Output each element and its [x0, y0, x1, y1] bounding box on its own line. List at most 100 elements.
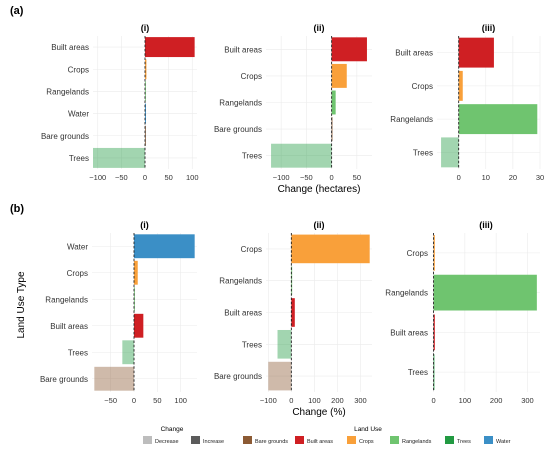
category-label: Crops: [241, 245, 262, 254]
bar-water: [134, 234, 195, 259]
x-tick-label: 300: [521, 396, 534, 405]
category-label: Built areas: [395, 49, 433, 58]
x-tick-label: 50: [164, 173, 172, 182]
legend-label: Built areas: [307, 439, 333, 445]
legend-label: Trees: [457, 439, 471, 445]
x-tick-label: 300: [354, 396, 367, 405]
category-label: Crops: [67, 269, 88, 278]
legend-title-change: Change: [161, 426, 184, 433]
bar-trees: [271, 143, 332, 168]
panel-title: (ii): [314, 220, 325, 230]
bar-crops: [433, 234, 435, 271]
row-a-label: (a): [10, 5, 24, 17]
x-tick-label: −100: [260, 396, 277, 405]
bar-trees: [441, 137, 459, 168]
legend-label: Water: [496, 439, 511, 445]
bar-built-areas: [134, 313, 144, 338]
chart-panel-5: Crops Rangelands Built areas Trees Bare grou…: [214, 220, 372, 418]
x-tick-label: 50: [153, 396, 161, 405]
y-axis-title: Land Use Type: [16, 271, 27, 339]
legend-label: Bare grounds: [255, 439, 288, 445]
chart-panel-3: Built areas Crops Rangelands Trees 0 10 20 30 (i…: [390, 23, 544, 182]
x-tick-label: 100: [308, 396, 321, 405]
bar-rangelands: [433, 274, 537, 311]
legend-swatch: [191, 436, 200, 444]
legend-label: Decrease: [155, 439, 179, 445]
bar-trees: [93, 147, 145, 168]
category-label: Bare grounds: [41, 132, 89, 141]
row-b-label: (b): [10, 203, 24, 215]
bar-crops: [291, 234, 370, 264]
legend: Change Land Use Decrease Increase Bare groun…: [143, 426, 511, 445]
category-label: Rangelands: [45, 295, 88, 304]
category-label: Rangelands: [219, 277, 262, 286]
bar-crops: [458, 70, 463, 101]
panel-title: (i): [140, 220, 149, 230]
bar-crops: [331, 63, 347, 88]
legend-label: Rangelands: [402, 439, 432, 445]
bar-built-areas: [145, 37, 195, 58]
category-label: Trees: [408, 368, 428, 377]
charts-group: Built areas Crops Rangelands Water Bare grou…: [40, 23, 544, 418]
bar-built-areas: [433, 314, 435, 351]
panel-title: (i): [141, 23, 150, 33]
x-tick-label: 50: [353, 173, 361, 182]
category-label: Crops: [241, 72, 262, 81]
legend-swatch: [445, 436, 454, 444]
category-label: Trees: [68, 348, 88, 357]
x-tick-label: 100: [186, 173, 199, 182]
category-label: Built areas: [51, 43, 89, 52]
category-label: Bare grounds: [40, 375, 88, 384]
panel-title: (iii): [482, 23, 496, 33]
x-tick-label: 0: [132, 396, 136, 405]
legend-swatch: [347, 436, 356, 444]
chart-panel-6: Crops Rangelands Built areas Trees 0 100 200 30…: [385, 220, 540, 405]
x-tick-label: 100: [174, 396, 187, 405]
legend-title-landuse: Land Use: [354, 426, 382, 433]
legend-swatch: [484, 436, 493, 444]
x-tick-label: 200: [490, 396, 503, 405]
x-tick-label: −100: [89, 173, 106, 182]
chart-panel-4: Water Crops Rangelands Built areas Trees Bare…: [40, 220, 197, 405]
panel-title: (ii): [314, 23, 325, 33]
x-tick-label: 0: [457, 173, 461, 182]
bar-built-areas: [458, 37, 494, 68]
bar-rangelands: [145, 81, 146, 102]
legend-label: Increase: [203, 439, 224, 445]
category-label: Water: [67, 242, 88, 251]
x-tick-label: 0: [330, 173, 334, 182]
category-label: Trees: [413, 148, 433, 157]
category-label: Rangelands: [390, 115, 433, 124]
category-label: Built areas: [390, 328, 428, 337]
bar-bare-grounds: [94, 366, 134, 391]
category-label: Rangelands: [46, 87, 89, 96]
bar-rangelands: [458, 104, 538, 135]
legend-label: Crops: [359, 439, 374, 445]
chart-panel-1: Built areas Crops Rangelands Water Bare grou…: [41, 23, 199, 182]
category-label: Trees: [69, 154, 89, 163]
category-label: Trees: [242, 152, 262, 161]
x-tick-label: −50: [104, 396, 117, 405]
x-tick-label: −50: [115, 173, 128, 182]
legend-swatch: [295, 436, 304, 444]
x-axis-title: Change (hectares): [278, 184, 361, 195]
bar-crops: [134, 260, 138, 285]
category-label: Bare grounds: [214, 125, 262, 134]
bar-built-areas: [291, 298, 295, 327]
legend-swatch: [390, 436, 399, 444]
category-label: Built areas: [224, 309, 262, 318]
x-tick-label: −100: [273, 173, 290, 182]
x-tick-label: 20: [509, 173, 517, 182]
category-label: Bare grounds: [214, 372, 262, 381]
x-tick-label: −50: [300, 173, 313, 182]
bar-crops: [145, 59, 147, 80]
category-label: Rangelands: [219, 99, 262, 108]
category-label: Water: [68, 110, 89, 119]
bar-bare-grounds: [331, 117, 333, 142]
x-tick-label: 10: [482, 173, 490, 182]
x-tick-label: 0: [143, 173, 147, 182]
chart-panel-2: Built areas Crops Rangelands Bare grounds Tr…: [214, 23, 372, 195]
category-label: Built areas: [50, 322, 88, 331]
category-label: Crops: [407, 249, 428, 258]
